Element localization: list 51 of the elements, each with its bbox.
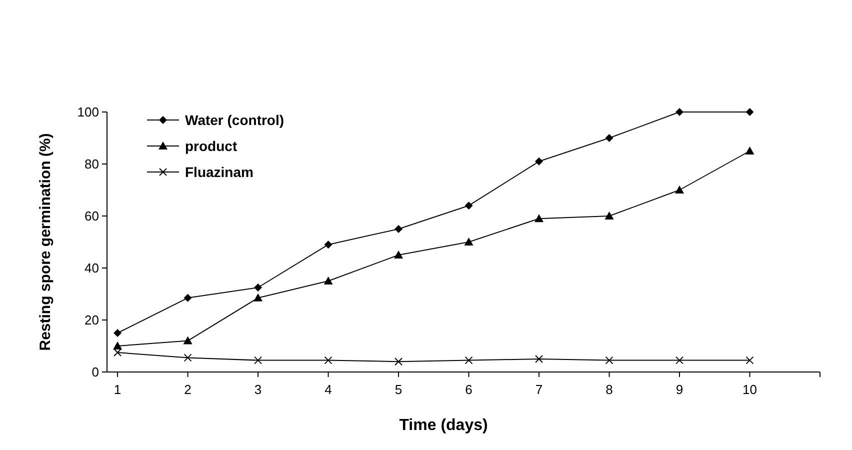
x-tick-label: 5	[394, 382, 402, 397]
x-tick-label: 9	[676, 382, 684, 397]
point	[746, 356, 754, 364]
point	[464, 202, 473, 210]
point	[114, 329, 122, 337]
point	[324, 240, 332, 249]
legend-label: Fluazinam	[185, 164, 254, 180]
y-tick-label: 60	[84, 208, 99, 224]
point	[324, 356, 332, 364]
point	[394, 225, 403, 233]
point	[676, 108, 684, 116]
point	[464, 356, 473, 364]
x-tick-label: 6	[465, 382, 472, 397]
point	[605, 356, 614, 364]
point	[675, 186, 684, 194]
y-axis-title: Resting spore germination (%)	[37, 133, 54, 351]
point	[745, 146, 754, 154]
y-tick-label: 100	[77, 104, 99, 120]
point	[464, 238, 474, 246]
x-tick-label: 7	[535, 382, 543, 397]
point	[114, 348, 122, 356]
point	[746, 108, 754, 116]
x-tick-label: 1	[114, 382, 122, 397]
x-tick-label: 2	[184, 382, 192, 397]
point	[254, 284, 262, 292]
point	[604, 212, 614, 220]
point	[254, 356, 262, 364]
point	[605, 134, 614, 142]
y-tick-label: 20	[84, 312, 99, 328]
point	[254, 293, 263, 302]
y-tick-label: 40	[84, 260, 99, 276]
x-tick-label: 8	[606, 382, 613, 397]
point	[184, 294, 192, 302]
point	[394, 358, 403, 366]
point	[534, 214, 544, 222]
y-tick-label: 80	[84, 156, 99, 172]
legend-label: product	[185, 138, 238, 154]
legend-label: Water (control)	[185, 112, 284, 128]
point	[394, 250, 404, 258]
x-tick-label: 10	[742, 382, 757, 397]
point	[184, 354, 192, 362]
point	[535, 157, 544, 166]
x-tick-label: 3	[254, 382, 262, 397]
point	[113, 342, 122, 350]
point	[535, 355, 544, 363]
x-axis-title: Time (days)	[399, 417, 488, 434]
point	[183, 336, 192, 344]
point	[676, 356, 684, 364]
x-tick-label: 4	[324, 382, 332, 397]
point	[324, 276, 333, 284]
y-tick-label: 0	[92, 364, 99, 380]
